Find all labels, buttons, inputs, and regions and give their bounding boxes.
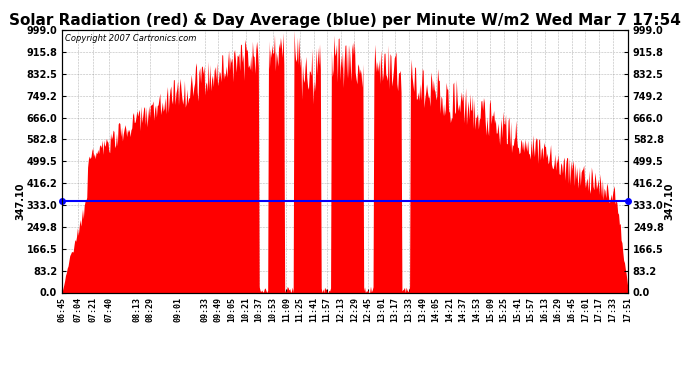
Text: Solar Radiation (red) & Day Average (blue) per Minute W/m2 Wed Mar 7 17:54: Solar Radiation (red) & Day Average (blu… xyxy=(9,13,681,28)
Text: 347.10: 347.10 xyxy=(15,183,26,220)
Text: 347.10: 347.10 xyxy=(664,183,675,220)
Text: Copyright 2007 Cartronics.com: Copyright 2007 Cartronics.com xyxy=(65,34,196,43)
